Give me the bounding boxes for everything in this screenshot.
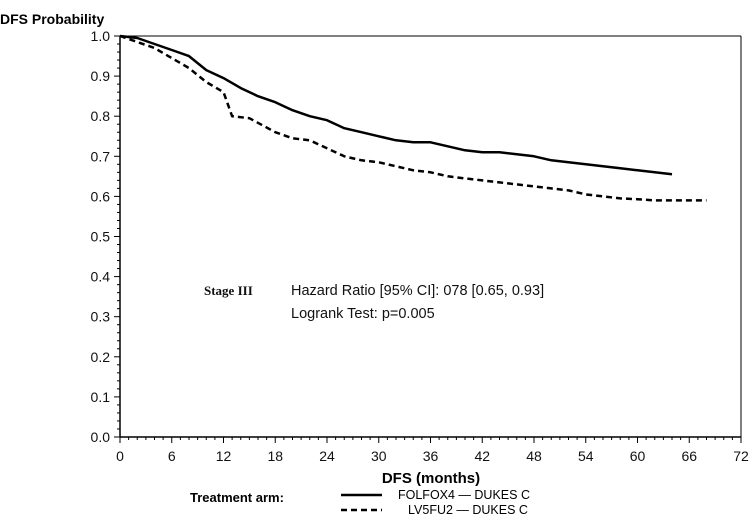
legend-label-lv5fu2: LV5FU2 — DUKES C <box>408 503 528 517</box>
x-tick-label: 48 <box>526 448 542 464</box>
x-tick-label: 66 <box>681 448 697 464</box>
logrank-text: Logrank Test: p=0.005 <box>291 306 435 322</box>
x-tick-label: 36 <box>423 448 439 464</box>
y-tick-label: 0.6 <box>91 188 111 204</box>
legend-title: Treatment arm: <box>190 490 284 505</box>
y-tick-label: 0.3 <box>91 309 111 325</box>
y-axis-label: DFS Probability <box>0 11 104 27</box>
x-axis-label: DFS (months) <box>382 470 480 487</box>
x-tick-label: 42 <box>474 448 490 464</box>
x-tick-label: 18 <box>267 448 283 464</box>
x-tick-label: 6 <box>168 448 176 464</box>
y-tick-label: 0.4 <box>91 269 111 285</box>
series-lines <box>119 34 707 202</box>
y-tick-label: 0.2 <box>91 349 111 365</box>
y-tick-label: 0.7 <box>91 148 111 164</box>
x-tick-label: 54 <box>578 448 594 464</box>
hazard-ratio-text: Hazard Ratio [95% CI]: 078 [0.65, 0.93] <box>291 283 544 299</box>
y-tick-label: 1.0 <box>91 28 111 44</box>
y-tick-label: 0.9 <box>91 68 111 84</box>
ticks: 0.0 0.1 0.2 0.3 0.4 0.5 0.6 0.7 0.8 0.9 1.0 0 6 12 18 2… <box>91 28 749 464</box>
x-tick-label: 30 <box>371 448 387 464</box>
series-folfox4-line <box>119 34 673 176</box>
axes <box>119 35 742 438</box>
x-tick-label: 72 <box>733 448 749 464</box>
annotation: Stage III Hazard Ratio [95% CI]: 078 [0.… <box>204 283 544 322</box>
x-tick-label: 24 <box>319 448 335 464</box>
y-tick-label: 0.0 <box>91 429 111 445</box>
y-tick-label: 0.5 <box>91 229 111 245</box>
x-tick-label: 0 <box>116 448 124 464</box>
x-tick-label: 60 <box>630 448 646 464</box>
y-tick-label: 0.8 <box>91 108 111 124</box>
legend: Treatment arm: FOLFOX4 — DUKES C LV5FU2 … <box>190 488 530 517</box>
legend-label-folfox4: FOLFOX4 — DUKES C <box>398 488 530 502</box>
x-tick-label: 12 <box>216 448 232 464</box>
y-tick-label: 0.1 <box>91 389 111 405</box>
stage-label: Stage III <box>204 283 253 298</box>
series-lv5fu2-line <box>119 34 707 202</box>
